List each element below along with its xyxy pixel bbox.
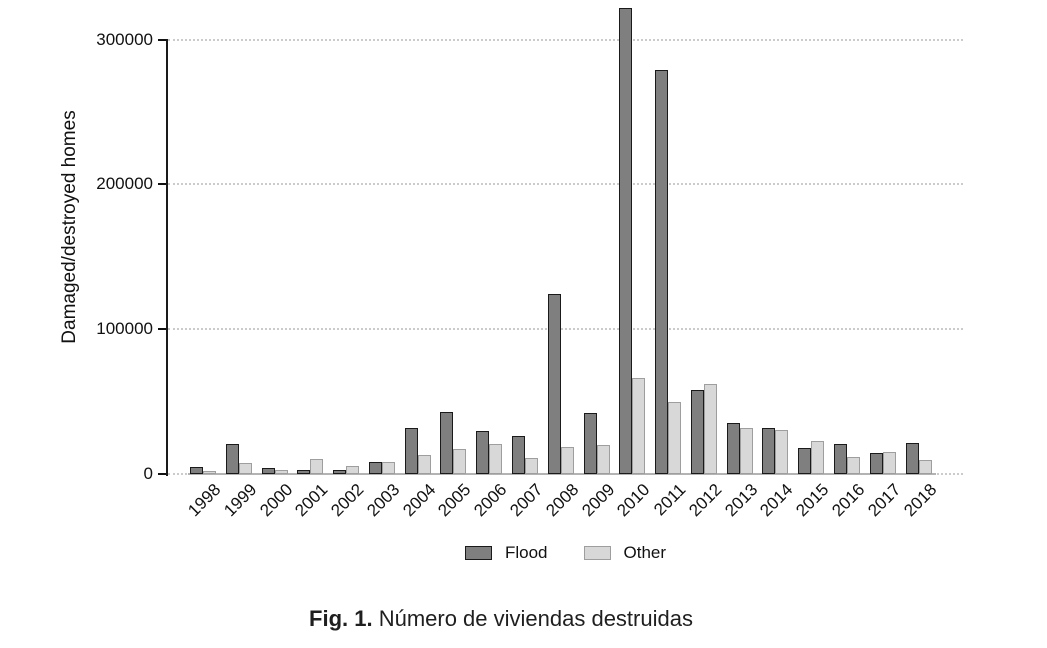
bar-other-2014	[775, 430, 789, 474]
bar-other-2001	[310, 459, 324, 474]
bar-flood-2009	[583, 413, 597, 474]
bar-other-2015	[811, 441, 825, 474]
bar-flood-2010	[619, 8, 633, 474]
bar-other-2013	[739, 428, 753, 474]
y-tick-200000	[158, 183, 166, 186]
bar-other-2003	[381, 462, 395, 474]
bar-flood-2006	[476, 431, 490, 474]
x-tick-label-2001: 2001	[291, 480, 332, 521]
bar-other-2017	[882, 452, 896, 474]
gridline-100000	[168, 328, 963, 331]
bar-other-2005	[453, 449, 467, 474]
caption-text: Número de viviendas destruidas	[372, 606, 693, 631]
y-tick-0	[158, 473, 166, 475]
bar-other-2008	[560, 447, 574, 474]
bar-other-2000	[274, 470, 288, 474]
bar-flood-2002	[333, 470, 347, 474]
bar-flood-2003	[368, 462, 382, 474]
x-tick-label-2002: 2002	[327, 480, 368, 521]
y-tick-label-200000: 200000	[96, 174, 153, 194]
bar-other-2004	[417, 455, 431, 474]
bar-flood-2017	[869, 453, 883, 474]
y-axis-title: Damaged/destroyed homes	[59, 110, 80, 344]
x-tick-label-2016: 2016	[828, 480, 869, 521]
x-tick-label-2000: 2000	[255, 480, 296, 521]
legend-item-flood: Flood	[464, 543, 548, 563]
bar-flood-2001	[297, 470, 311, 474]
gridline-300000	[168, 38, 963, 41]
x-tick-label-2010: 2010	[613, 480, 654, 521]
legend-item-other: Other	[583, 543, 667, 563]
bar-flood-2014	[762, 428, 776, 474]
legend-label-other: Other	[623, 543, 667, 562]
bar-other-2009	[596, 445, 610, 474]
legend-label-flood: Flood	[504, 543, 548, 562]
y-tick-label-100000: 100000	[96, 319, 153, 339]
x-tick-label-2004: 2004	[398, 480, 440, 521]
x-tick-label-2007: 2007	[506, 480, 547, 521]
bar-flood-2015	[798, 448, 812, 474]
bar-other-1999	[238, 463, 252, 474]
bar-other-1998	[203, 471, 216, 474]
bar-other-2002	[346, 466, 360, 474]
x-tick-label-2018: 2018	[899, 480, 941, 521]
x-tick-label-2003: 2003	[363, 480, 404, 521]
x-tick-label-2014: 2014	[756, 480, 797, 521]
y-tick-300000	[158, 38, 166, 41]
bar-flood-2000	[261, 468, 275, 474]
bar-other-2018	[918, 460, 932, 474]
flood-swatch-icon	[464, 546, 492, 560]
bar-other-2016	[847, 457, 861, 474]
y-tick-label-300000: 300000	[96, 29, 153, 49]
y-tick-100000	[158, 328, 166, 331]
bar-other-2007	[525, 458, 539, 474]
bar-other-2012	[703, 384, 717, 474]
bar-flood-2018	[905, 443, 919, 474]
legend: Flood Other	[168, 543, 963, 563]
x-tick-label-1999: 1999	[220, 480, 261, 521]
x-tick-label-2015: 2015	[792, 480, 833, 521]
bar-flood-2004	[404, 428, 418, 474]
bar-flood-2005	[440, 412, 454, 474]
x-axis-baseline	[188, 473, 936, 475]
bar-other-2011	[668, 402, 682, 474]
bar-flood-2016	[834, 444, 848, 474]
x-tick-label-2005: 2005	[434, 480, 475, 521]
other-swatch-icon	[583, 546, 611, 560]
bar-flood-2007	[512, 436, 526, 474]
bar-flood-1998	[190, 467, 203, 474]
bar-other-2010	[632, 378, 646, 474]
x-tick-label-2012: 2012	[685, 480, 726, 521]
gridline-200000	[168, 183, 963, 186]
y-tick-label-0: 0	[143, 464, 153, 483]
x-tick-label-2017: 2017	[864, 480, 905, 521]
x-tick-label-2008: 2008	[542, 480, 583, 521]
x-tick-label-2013: 2013	[720, 480, 762, 521]
x-tick-label-2009: 2009	[577, 480, 619, 521]
x-tick-label-2006: 2006	[470, 480, 511, 521]
bar-other-2006	[489, 444, 503, 474]
bar-flood-2013	[726, 423, 740, 474]
figure-caption: Fig. 1. Número de viviendas destruidas	[0, 606, 1002, 632]
x-tick-label-1998: 1998	[184, 480, 225, 521]
y-axis-line	[166, 39, 168, 476]
bar-flood-2012	[690, 390, 704, 474]
bar-flood-1999	[225, 444, 239, 474]
caption-prefix: Fig. 1.	[309, 606, 373, 631]
bar-flood-2008	[547, 294, 561, 474]
x-tick-label-2011: 2011	[650, 480, 690, 520]
bar-flood-2011	[655, 70, 669, 474]
